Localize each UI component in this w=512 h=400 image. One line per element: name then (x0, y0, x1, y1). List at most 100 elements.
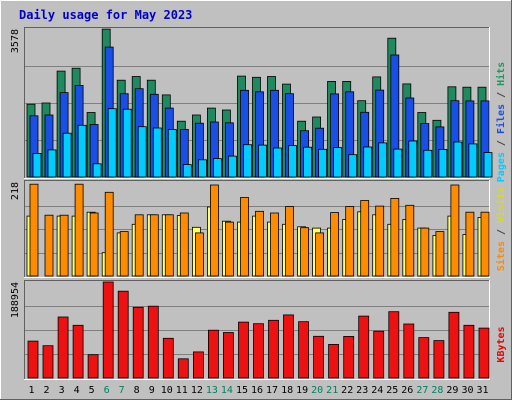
bar-pages (107, 108, 117, 178)
bar-pages (92, 163, 102, 178)
panel-visits-sites: 218 Sites / Visits (10, 180, 507, 278)
bar-sites (119, 231, 129, 277)
day-label: 25 (386, 385, 398, 396)
bar-kbytes (268, 319, 279, 379)
bar-kbytes (238, 321, 249, 379)
bar-sites (360, 200, 370, 277)
series-label-part: / (496, 134, 507, 152)
bar-sites (164, 214, 174, 277)
bar-pages (318, 148, 328, 178)
panel-series-label: KBytes (496, 326, 507, 362)
bar-pages (303, 146, 313, 178)
bar-sites (134, 214, 144, 277)
bar-sites (480, 211, 490, 277)
bar-kbytes (253, 323, 264, 379)
bar-sites (179, 212, 189, 277)
bar-kbytes (177, 358, 189, 379)
bar-kbytes (27, 340, 39, 379)
bar-pages (243, 144, 252, 178)
bar-kbytes (478, 327, 490, 379)
chart-panels: 3578 Pages / Files / Hits 218 Sites / Visit… (10, 27, 507, 380)
bar-sites (450, 184, 460, 277)
bar-pages (122, 108, 132, 178)
bar-pages (273, 147, 282, 178)
chart-title: Daily usage for May 2023 (19, 8, 192, 22)
bar-kbytes (132, 306, 144, 379)
series-label-part: Sites (495, 241, 507, 271)
bar-kbytes (222, 332, 234, 379)
bar-sites (74, 183, 84, 277)
bar-kbytes (283, 314, 294, 379)
bar-sites (240, 197, 249, 277)
bar-kbytes (313, 335, 325, 379)
panel-max-label: 3578 (10, 29, 21, 53)
day-label: 22 (341, 385, 353, 396)
bar-pages (348, 154, 358, 178)
bar-kbytes (418, 337, 430, 379)
day-label: 11 (176, 385, 188, 396)
day-label: 23 (356, 385, 368, 396)
day-label: 31 (476, 385, 488, 396)
day-label: 14 (221, 385, 233, 396)
series-label-part: Hits (495, 62, 507, 86)
panel-max-label: 188954 (10, 282, 21, 318)
day-label: 1 (28, 385, 34, 396)
bar-pages (62, 132, 72, 178)
day-label: 4 (74, 385, 80, 396)
day-label: 29 (446, 385, 458, 396)
bar-kbytes (192, 351, 204, 379)
bar-kbytes (102, 281, 114, 379)
day-label: 10 (161, 385, 173, 396)
bar-pages (47, 149, 57, 178)
bar-sites (104, 191, 114, 277)
bar-pages (393, 148, 403, 178)
bar-pages (197, 159, 207, 178)
bar-kbytes (72, 324, 84, 379)
day-label: 17 (266, 385, 278, 396)
day-label: 18 (281, 385, 293, 396)
bar-sites (194, 232, 204, 277)
bar-sites (255, 210, 264, 277)
bar-pages (77, 124, 87, 178)
bar-pages (483, 152, 493, 178)
day-label: 13 (206, 385, 218, 396)
bar-sites (390, 197, 400, 277)
bar-pages (288, 145, 297, 178)
bar-pages (423, 149, 433, 178)
panel-kbytes: 188954 KBytes (10, 280, 507, 380)
bar-kbytes (448, 311, 460, 379)
bar-pages (32, 152, 42, 178)
bar-kbytes (433, 340, 445, 379)
day-label: 8 (134, 385, 140, 396)
bar-kbytes (403, 323, 415, 379)
day-label: 24 (371, 385, 383, 396)
panel-hits-files-pages: 3578 Pages / Files / Hits (10, 27, 507, 182)
bar-sites (420, 227, 430, 277)
day-label: 21 (326, 385, 338, 396)
bar-kbytes (463, 324, 475, 379)
bar-sites (29, 183, 39, 277)
bar-sites (315, 232, 325, 277)
bar-sites (270, 212, 279, 277)
day-label: 19 (296, 385, 308, 396)
bar-sites (465, 211, 475, 277)
bar-sites (44, 214, 54, 277)
day-label: 5 (89, 385, 95, 396)
bar-pages (227, 155, 237, 178)
bar-kbytes (328, 343, 340, 379)
bar-sites (345, 206, 355, 277)
bar-kbytes (358, 315, 370, 379)
bar-pages (378, 142, 388, 178)
bar-pages (453, 141, 463, 178)
day-label: 15 (236, 385, 248, 396)
series-label-part: KBytes (496, 326, 507, 362)
bar-sites (300, 227, 310, 277)
panel-series-label: Pages / Files / Hits (495, 62, 507, 182)
bar-pages (438, 149, 448, 178)
day-label: 27 (416, 385, 428, 396)
panel-max-label: 218 (10, 182, 21, 200)
day-label: 30 (461, 385, 473, 396)
day-label: 28 (431, 385, 443, 396)
bar-pages (363, 146, 373, 178)
bar-sites (89, 212, 99, 277)
